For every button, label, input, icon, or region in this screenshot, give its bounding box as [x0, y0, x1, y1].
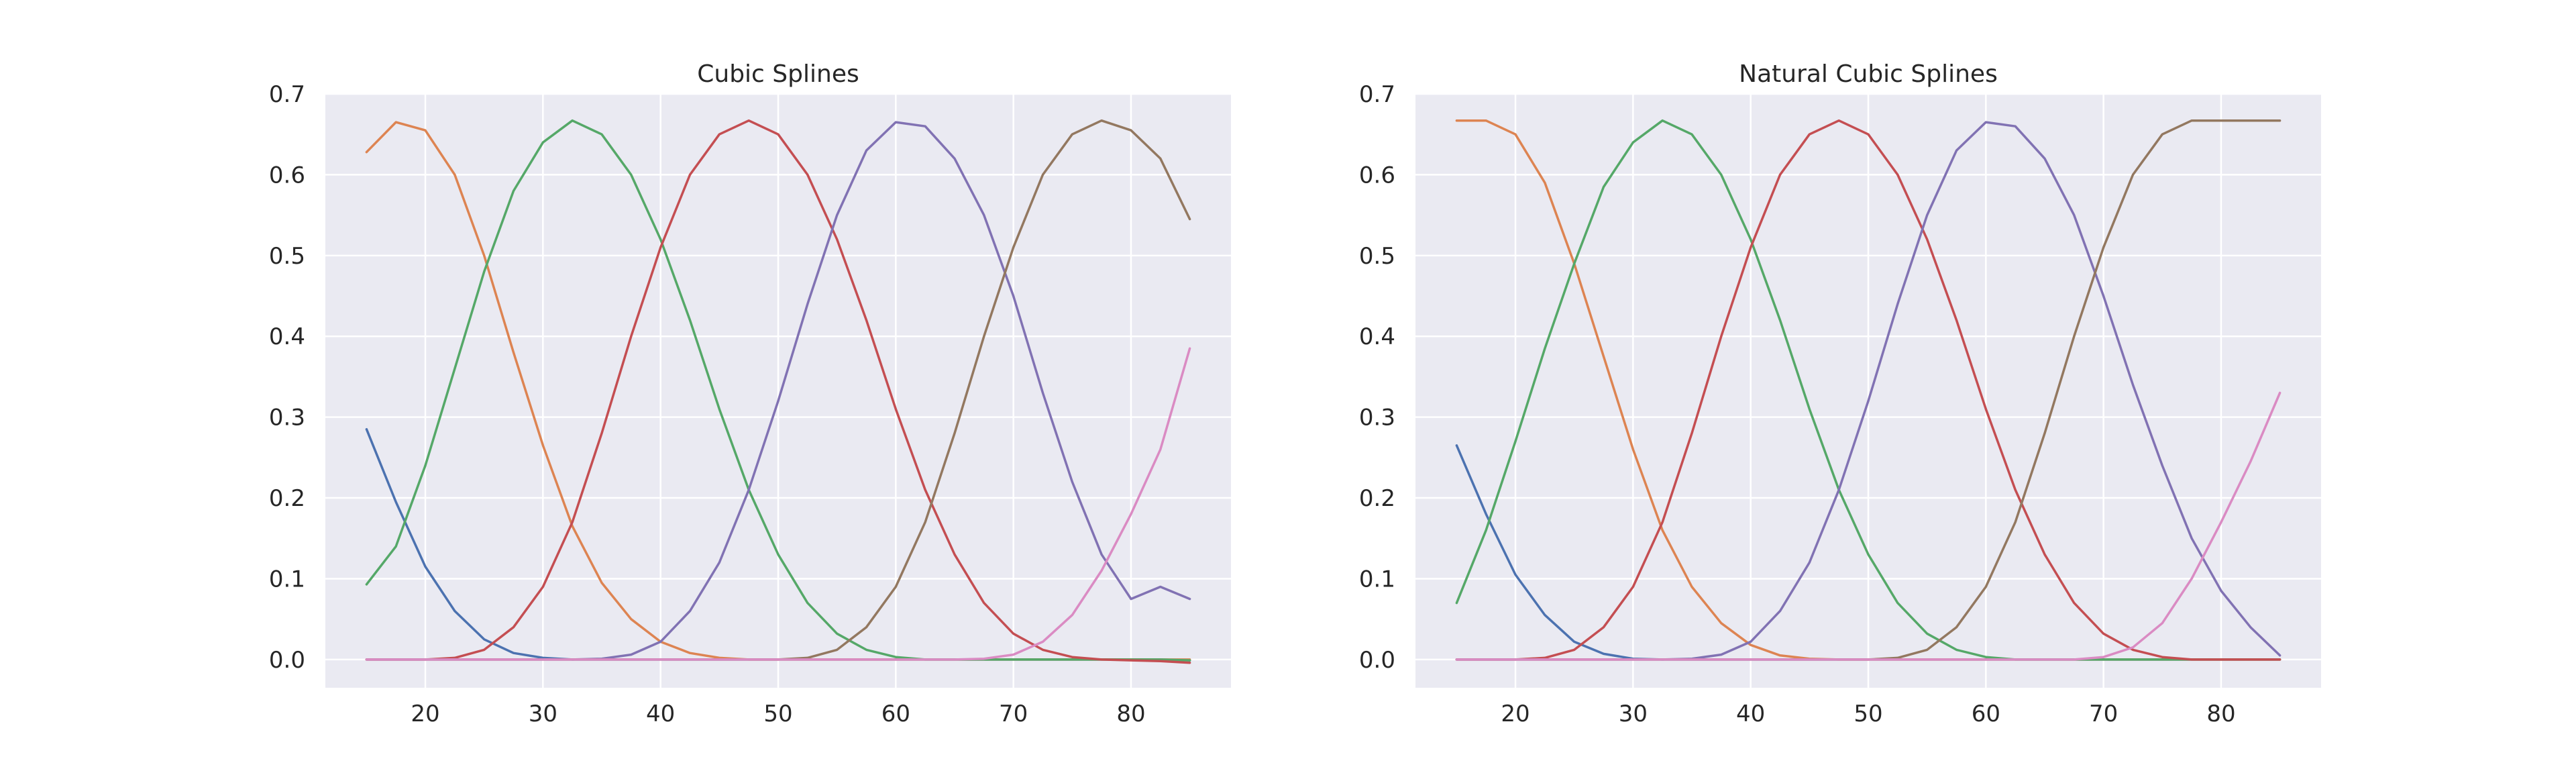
y-tick-label: 0.2 [1359, 485, 1395, 512]
chart-title: Natural Cubic Splines [1739, 60, 1998, 88]
x-tick-labels: 20 30 40 50 60 70 80 [411, 701, 1145, 727]
x-tick-label: 30 [1619, 701, 1648, 727]
y-tick-label: 0.7 [269, 81, 305, 108]
chart-title: Cubic Splines [697, 60, 859, 88]
y-tick-label: 0.3 [269, 405, 305, 431]
series-line-4 [365, 119, 1191, 664]
y-tick-label: 0.1 [1359, 566, 1395, 592]
series-line-4 [1455, 119, 2282, 661]
y-tick-label: 0.0 [1359, 647, 1395, 674]
series-line-7 [365, 347, 1191, 661]
y-tick-label: 0.6 [269, 162, 305, 189]
x-tick-label: 50 [763, 701, 792, 727]
x-tick-label: 20 [1501, 701, 1529, 727]
chart-cubic-splines: 20 30 40 50 60 70 80 0.00.10.20.30.40.50.60.7 … [269, 60, 1231, 727]
x-tick-label: 60 [1972, 701, 2000, 727]
series-line-3 [1455, 119, 2282, 661]
x-tick-label: 50 [1854, 701, 1882, 727]
x-tick-label: 30 [529, 701, 557, 727]
y-tick-label: 0.5 [269, 243, 305, 270]
series-lines [1455, 119, 2282, 661]
x-tick-label: 80 [1116, 701, 1145, 727]
y-tick-label: 0.5 [1359, 243, 1395, 270]
x-tick-label: 80 [2206, 701, 2235, 727]
series-line-7 [1455, 391, 2282, 661]
y-tick-labels: 0.0 0.1 0.2 0.3 0.4 0.5 0.6 0.7 [1359, 81, 1395, 674]
x-tick-labels: 20 30 40 50 60 70 80 [1501, 701, 2235, 727]
y-tick-label: 0.2 [269, 485, 305, 512]
x-tick-label: 40 [1736, 701, 1765, 727]
y-tick-labels: 0.0 0.1 0.2 0.3 0.4 0.5 0.6 0.7 [269, 81, 305, 674]
x-tick-label: 20 [411, 701, 439, 727]
series-line-3 [365, 119, 1191, 662]
y-tick-label: 0.3 [1359, 405, 1395, 431]
x-tick-label: 70 [2089, 701, 2118, 727]
x-tick-label: 60 [881, 701, 910, 727]
y-tick-label: 0.4 [269, 323, 305, 350]
y-tick-label: 0.6 [1359, 162, 1395, 189]
y-tick-label: 0.7 [1359, 81, 1395, 108]
x-tick-label: 40 [646, 701, 675, 727]
y-tick-label: 0.0 [269, 647, 305, 674]
x-tick-label: 70 [999, 701, 1028, 727]
chart-natural-cubic-splines: 20 30 40 50 60 70 80 0.00.10.20.30.40.50.60.7 … [1359, 60, 2321, 727]
y-tick-label: 0.4 [1359, 323, 1395, 350]
series-lines [365, 119, 1191, 664]
y-tick-label: 0.1 [269, 566, 305, 592]
